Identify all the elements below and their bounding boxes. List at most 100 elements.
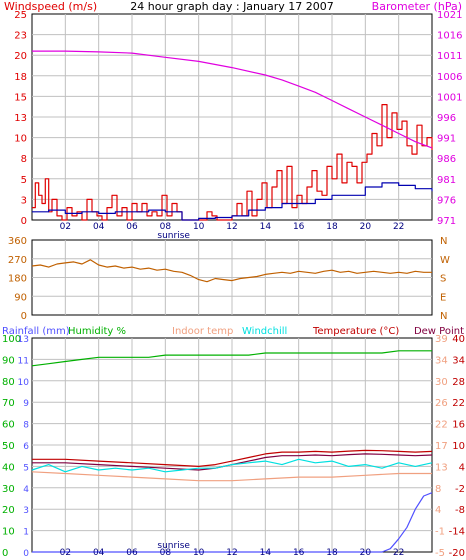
humidity-tick-label: 40 xyxy=(2,462,15,473)
legend-windchill: Windchill xyxy=(242,326,287,337)
temp-x-tick-label: 04 xyxy=(93,548,105,556)
wind-tick-label: 10 xyxy=(14,134,27,145)
temp-left-tick-label: 4 xyxy=(435,505,441,516)
rainfall-tick-label: 13 xyxy=(18,335,29,345)
temp-left-tick-label: 26 xyxy=(435,398,448,409)
wind-x-tick-label: 10 xyxy=(193,222,205,232)
chart-title: 24 hour graph day : January 17 2007 xyxy=(130,0,334,13)
humidity-tick-label: 60 xyxy=(2,420,15,431)
compass-tick-label: N xyxy=(440,236,447,247)
direction-tick-label: 180 xyxy=(8,274,27,285)
temp-left-tick-label: 22 xyxy=(435,420,448,431)
wind-tick-label: 15 xyxy=(14,92,27,103)
wind-x-tick-label: 06 xyxy=(126,222,138,232)
temp-right-tick-label: 4 xyxy=(459,462,465,473)
temp-x-tick-label: 02 xyxy=(60,548,71,556)
barometer-axis-label: Barometer (hPa) xyxy=(372,0,462,13)
barometer-tick-label: 996 xyxy=(437,113,456,124)
humidity-tick-label: 0 xyxy=(2,548,8,556)
wind-tick-label: 0 xyxy=(21,216,27,227)
wind-x-tick-label: 20 xyxy=(360,222,372,232)
wind-x-tick-label: 22 xyxy=(393,222,404,232)
compass-tick-label: S xyxy=(440,274,446,285)
wind-x-tick-label: 12 xyxy=(226,222,237,232)
temp-left-tick-label: 17 xyxy=(435,441,448,452)
temp-x-tick-label: 14 xyxy=(260,548,272,556)
barometer-tick-label: 971 xyxy=(437,216,456,227)
temp-x-tick-label: 20 xyxy=(360,548,372,556)
rainfall-tick-label: 1 xyxy=(23,528,29,538)
wind-x-tick-label: 14 xyxy=(260,222,272,232)
wind-tick-label: 3 xyxy=(21,195,27,206)
rainfall-tick-label: 3 xyxy=(23,506,29,516)
wind-tick-label: 5 xyxy=(21,175,27,186)
temp-right-tick-label: 28 xyxy=(452,377,465,388)
direction-tick-label: 90 xyxy=(14,292,27,303)
legend-humidity: Humidity % xyxy=(68,326,126,337)
temp-x-tick-label: 06 xyxy=(126,548,138,556)
humidity-tick-label: 100 xyxy=(2,334,21,345)
wind-x-tick-label: 08 xyxy=(160,222,172,232)
rainfall-tick-label: 6 xyxy=(23,442,29,452)
barometer-tick-label: 986 xyxy=(437,154,456,165)
rainfall-tick-label: 9 xyxy=(23,399,29,409)
wind-direction-line xyxy=(31,259,432,283)
indoor-temp-line xyxy=(31,471,432,482)
temp-x-tick-label: 08 xyxy=(160,548,172,556)
temp-left-tick-label: 8 xyxy=(435,484,441,495)
temp-right-tick-label: 16 xyxy=(452,420,465,431)
wind-tick-label: 20 xyxy=(14,51,27,62)
temp-right-tick-label: 34 xyxy=(452,355,465,366)
wind-tick-label: 25 xyxy=(14,10,27,21)
temp-left-tick-label: -5 xyxy=(435,548,445,556)
legend-dew-point: Dew Point xyxy=(414,326,464,337)
temp-right-tick-label: 40 xyxy=(452,334,465,345)
wind-x-tick-label: 18 xyxy=(326,222,338,232)
temp-right-tick-label: -2 xyxy=(455,484,465,495)
dew-point-line xyxy=(32,453,433,471)
temperature-line xyxy=(32,449,433,467)
average-windspeed-line xyxy=(32,182,433,221)
humidity-tick-label: 80 xyxy=(2,377,15,388)
windchill-line xyxy=(31,458,433,473)
humidity-tick-label: 90 xyxy=(2,355,15,366)
temp-left-tick-label: 30 xyxy=(435,377,448,388)
temp-left-tick-label: 39 xyxy=(435,334,448,345)
rainfall-tick-label: 10 xyxy=(18,378,30,388)
compass-tick-label: N xyxy=(440,311,447,322)
rainfall-tick-label: 11 xyxy=(18,356,29,366)
temp-left-tick-label: -1 xyxy=(435,527,445,538)
barometer-tick-label: 981 xyxy=(437,175,456,186)
barometer-tick-label: 1021 xyxy=(437,10,462,21)
temp-right-tick-label: 10 xyxy=(452,441,465,452)
wind-x-tick-label: 04 xyxy=(93,222,105,232)
temp-x-tick-label: 18 xyxy=(326,548,338,556)
rainfall-line xyxy=(32,492,433,553)
legend-indoor-temp: Indoor temp xyxy=(172,326,233,337)
barometer-tick-label: 976 xyxy=(437,195,456,206)
barometer-tick-label: 1011 xyxy=(437,51,462,62)
sunrise-label: sunrise xyxy=(157,231,190,241)
compass-tick-label: E xyxy=(440,292,446,303)
rainfall-tick-label: 4 xyxy=(23,485,29,495)
direction-tick-label: 360 xyxy=(8,236,27,247)
wind-x-tick-label: 02 xyxy=(60,222,71,232)
temp-x-tick-label: 12 xyxy=(226,548,237,556)
temp-right-tick-label: -8 xyxy=(455,505,465,516)
rainfall-tick-label: 8 xyxy=(23,421,29,431)
sunrise-label-bottom: sunrise xyxy=(157,541,190,551)
wind-tick-label: 23 xyxy=(14,31,27,42)
humidity-tick-label: 20 xyxy=(2,505,15,516)
temp-left-tick-label: 34 xyxy=(435,355,448,366)
wind-x-tick-label: 16 xyxy=(293,222,305,232)
temp-right-tick-label: -20 xyxy=(449,548,465,556)
legend-temperature: Temperature (°C) xyxy=(312,326,399,337)
rainfall-tick-label: 5 xyxy=(23,463,29,473)
barometer-tick-label: 1006 xyxy=(437,72,462,83)
wind-axis-label: Windspeed (m/s) xyxy=(4,0,97,13)
wind-tick-label: 13 xyxy=(14,113,27,124)
temp-x-tick-label: 10 xyxy=(193,548,205,556)
direction-tick-label: 0 xyxy=(21,311,27,322)
